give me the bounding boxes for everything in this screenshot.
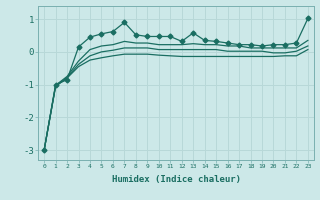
X-axis label: Humidex (Indice chaleur): Humidex (Indice chaleur) [111,175,241,184]
